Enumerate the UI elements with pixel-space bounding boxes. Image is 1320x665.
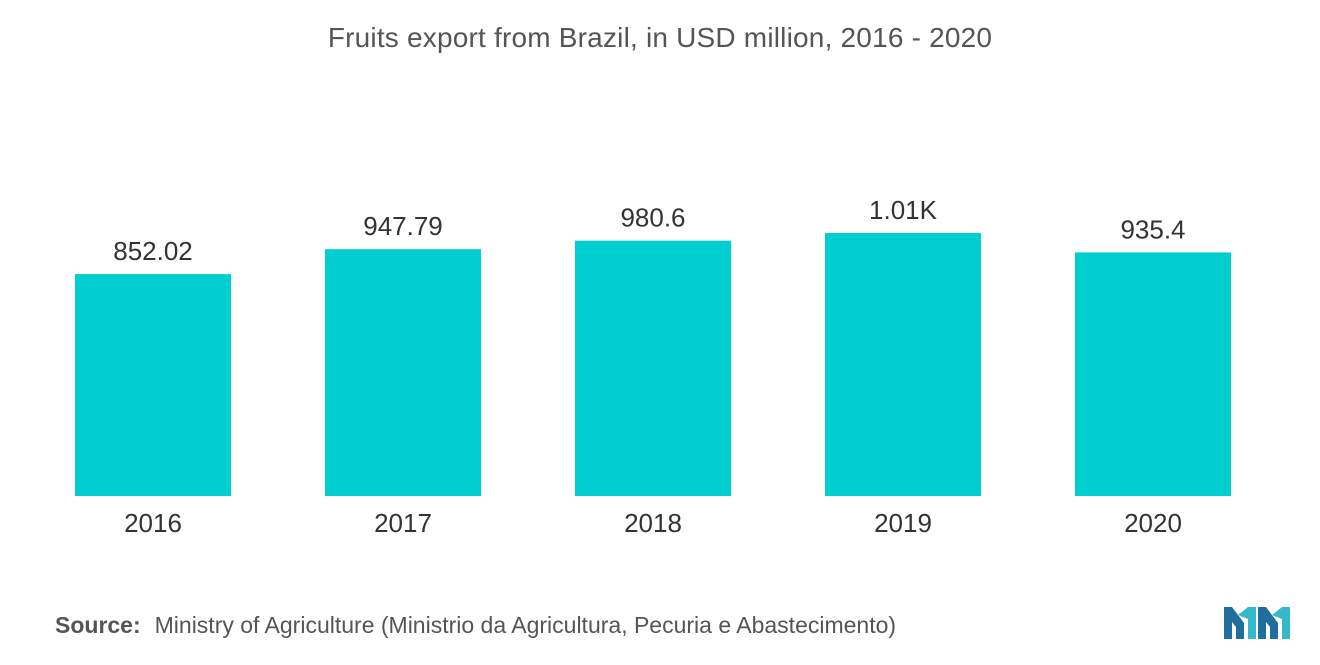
data-label-2020: 935.4 xyxy=(1120,214,1185,244)
x-tick-label-2019: 2019 xyxy=(874,508,932,538)
source-text: Ministry of Agriculture (Ministrio da Ag… xyxy=(154,612,897,638)
bar-chart: 852.02 2016 947.79 2017 980.6 2018 1.01K 2019 93… xyxy=(75,195,1231,538)
x-tick-label-2018: 2018 xyxy=(624,508,682,538)
bar-2020 xyxy=(1075,252,1231,496)
x-tick-label-2020: 2020 xyxy=(1124,508,1182,538)
mordor-intelligence-logo-icon xyxy=(1224,607,1290,639)
x-tick-label-2017: 2017 xyxy=(374,508,432,538)
data-label-2018: 980.6 xyxy=(620,203,685,233)
data-label-2016: 852.02 xyxy=(113,236,193,266)
data-label-2017: 947.79 xyxy=(363,211,443,241)
bar-2018 xyxy=(575,240,731,496)
source-label: Source: xyxy=(55,612,141,638)
bar-2017 xyxy=(325,249,481,496)
x-tick-label-2016: 2016 xyxy=(124,508,182,538)
source-note: Source: Ministry of Agriculture (Ministri… xyxy=(55,612,896,639)
chart-title: Fruits export from Brazil, in USD millio… xyxy=(327,22,993,53)
bar-2019 xyxy=(825,233,981,496)
data-label-2019: 1.01K xyxy=(869,195,938,225)
bar-2016 xyxy=(75,274,231,496)
